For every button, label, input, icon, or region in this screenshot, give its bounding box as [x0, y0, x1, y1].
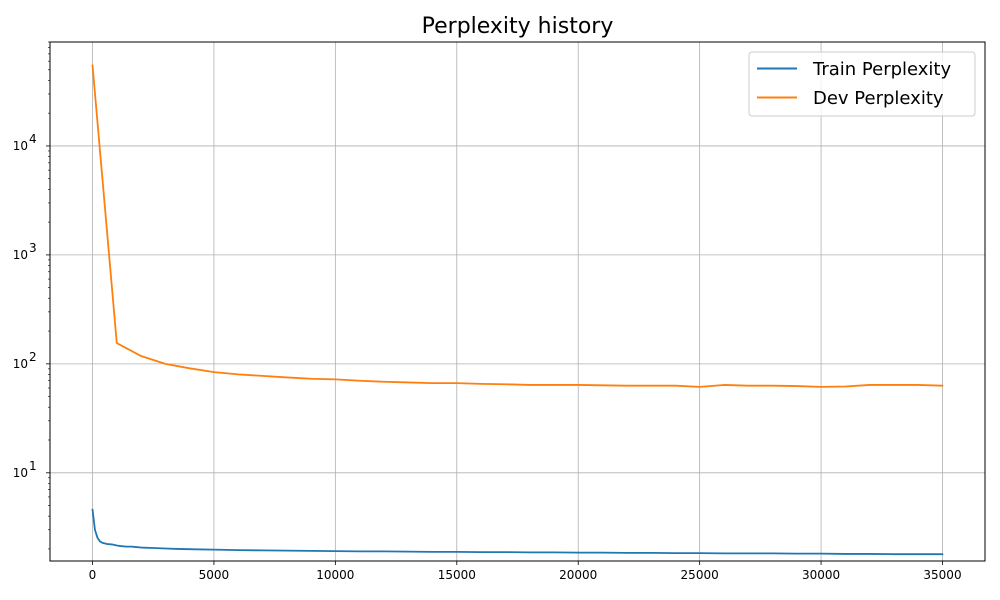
y-tick-label: 10	[13, 248, 28, 262]
x-tick-label: 10000	[316, 568, 354, 582]
y-tick-label: 10	[13, 357, 28, 371]
plot-area-frame	[49, 41, 986, 562]
series-lines	[91, 64, 944, 556]
legend-box	[748, 51, 976, 117]
legend: Train Perplexity Dev Perplexity	[748, 51, 976, 117]
legend-label-dev: Dev Perplexity	[813, 88, 944, 109]
x-tick-label: 15000	[438, 568, 476, 582]
grid	[50, 42, 985, 561]
dev-perplexity-line	[91, 64, 944, 388]
y-tick-label: 10	[13, 466, 28, 480]
x-axis-ticks: 0 5000 10000 15000 20000 25000 30000 35000	[89, 561, 962, 582]
x-tick-label: 35000	[923, 568, 961, 582]
y-tick-exponent: 2	[29, 350, 37, 364]
legend-label-train: Train Perplexity	[812, 59, 951, 80]
x-tick-label: 0	[89, 568, 97, 582]
y-tick-exponent: 3	[29, 241, 37, 255]
x-tick-label: 5000	[199, 568, 230, 582]
x-tick-label: 20000	[559, 568, 597, 582]
chart-title: Perplexity history	[422, 14, 614, 39]
x-tick-label: 25000	[681, 568, 719, 582]
y-tick-label: 10	[13, 139, 28, 153]
x-tick-label: 30000	[802, 568, 840, 582]
y-tick-exponent: 1	[29, 459, 37, 473]
train-perplexity-line	[91, 508, 944, 556]
y-tick-exponent: 4	[29, 132, 37, 146]
